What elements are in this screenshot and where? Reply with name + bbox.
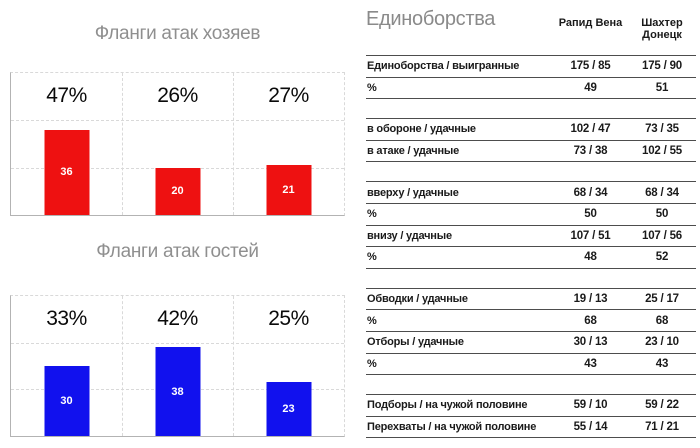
value-shakhtar-donetsk: 68 / 34 bbox=[645, 186, 679, 199]
table-group: Подборы / на чужой половине 59 / 10 59 / 2… bbox=[366, 394, 696, 439]
table-row: % 43 43 bbox=[366, 354, 696, 376]
value-shakhtar-donetsk: 52 bbox=[655, 251, 669, 264]
table-row: Перехваты / на чужой половине 55 / 14 71 /… bbox=[366, 417, 696, 439]
value-shakhtar-donetsk: 68 bbox=[655, 314, 669, 327]
row-label: % bbox=[367, 208, 377, 221]
chart-bar: 23 bbox=[266, 382, 311, 436]
chart-column: 47% 36 bbox=[11, 73, 122, 215]
value-rapid-vena: 59 / 10 bbox=[573, 399, 608, 412]
value-shakhtar-donetsk: 102 / 55 bbox=[642, 145, 682, 158]
value-shakhtar-donetsk: 43 bbox=[655, 357, 669, 370]
table-row: внизу / удачные 107 / 51 107 / 56 bbox=[366, 226, 696, 248]
value-shakhtar-donetsk: 73 / 35 bbox=[645, 123, 679, 136]
chart-bar: 36 bbox=[44, 129, 89, 215]
chart-away-flanks: Фланги атак гостей 33% 30 42% 38 25% 23 bbox=[0, 224, 360, 448]
value-shakhtar-donetsk: 50 bbox=[655, 208, 669, 221]
bar-value-label: 23 bbox=[282, 403, 295, 416]
table-row: Обводки / удачные 19 / 13 25 / 17 bbox=[366, 289, 696, 311]
chart-column: 26% 20 bbox=[122, 73, 233, 215]
value-rapid-vena: 175 / 85 bbox=[570, 60, 611, 73]
chart-title-away: Фланги атак гостей bbox=[96, 241, 259, 262]
bar-value-label: 30 bbox=[60, 395, 73, 407]
chart-bar: 30 bbox=[44, 366, 89, 436]
value-rapid-vena: 68 bbox=[584, 314, 597, 327]
row-label: Отборы / удачные bbox=[367, 336, 464, 349]
value-rapid-vena: 30 / 13 bbox=[573, 336, 608, 349]
row-label: Подборы / на чужой половине bbox=[367, 399, 528, 412]
row-label: Единоборства / выигранные bbox=[367, 60, 520, 73]
value-shakhtar-donetsk: 59 / 22 bbox=[645, 399, 679, 412]
duels-table-panel: Единоборства Рапид Вена Шахтер Донецк Ед… bbox=[366, 8, 696, 439]
row-label: % bbox=[367, 357, 377, 370]
table-row: Подборы / на чужой половине 59 / 10 59 / 2… bbox=[366, 395, 696, 417]
value-shakhtar-donetsk: 51 bbox=[655, 81, 669, 94]
bar-value-label: 21 bbox=[282, 184, 295, 197]
value-rapid-vena: 68 / 34 bbox=[573, 186, 608, 199]
value-rapid-vena: 102 / 47 bbox=[570, 123, 611, 136]
value-rapid-vena: 43 bbox=[584, 357, 597, 370]
percent-label: 26% bbox=[157, 84, 198, 107]
value-rapid-vena: 50 bbox=[584, 208, 597, 221]
table-group: вверху / удачные 68 / 34 68 / 34% 50 50 внизу… bbox=[366, 181, 696, 269]
table-row: в атаке / удачные 73 / 38 102 / 55 bbox=[366, 141, 696, 163]
chart-plot-area-home: 47% 36 26% 20 27% 21 bbox=[10, 72, 345, 216]
value-rapid-vena: 49 bbox=[584, 81, 597, 94]
table-group: Обводки / удачные 19 / 13 25 / 17% 68 68 Отбо… bbox=[366, 287, 696, 376]
table-row: вверху / удачные 68 / 34 68 / 34 bbox=[366, 182, 696, 204]
value-shakhtar-donetsk: 175 / 90 bbox=[642, 60, 682, 73]
table-row: Отборы / удачные 30 / 13 23 / 10 bbox=[366, 332, 696, 354]
table-row: % 49 51 bbox=[366, 78, 696, 100]
bar-value-label: 38 bbox=[171, 385, 184, 398]
value-shakhtar-donetsk: 71 / 21 bbox=[645, 421, 679, 434]
row-label: в обороне / удачные bbox=[367, 123, 476, 136]
table-header: Единоборства Рапид Вена Шахтер Донецк bbox=[366, 8, 696, 55]
value-rapid-vena: 48 bbox=[584, 251, 597, 264]
percent-label: 25% bbox=[268, 307, 309, 330]
table-row: % 48 52 bbox=[366, 247, 696, 269]
row-label: Перехваты / на чужой половине bbox=[367, 421, 537, 434]
flank-charts-panel: Фланги атак хозяев 47% 36 26% 20 27% 21 Фланг… bbox=[0, 0, 360, 448]
table-group: Единоборства / выигранные 175 / 85 175 / 9… bbox=[366, 55, 696, 100]
value-shakhtar-donetsk: 25 / 17 bbox=[645, 293, 679, 306]
chart-column: 27% 21 bbox=[233, 73, 344, 215]
bar-value-label: 36 bbox=[60, 166, 73, 179]
row-label: % bbox=[367, 251, 377, 264]
percent-label: 42% bbox=[157, 307, 198, 330]
chart-bar: 20 bbox=[155, 167, 200, 215]
table-body: Единоборства / выигранные 175 / 85 175 / 9… bbox=[366, 55, 696, 439]
bar-value-label: 20 bbox=[171, 185, 184, 198]
chart-home-flanks: Фланги атак хозяев 47% 36 26% 20 27% 21 bbox=[0, 0, 360, 224]
value-shakhtar-donetsk: 107 / 56 bbox=[642, 229, 682, 242]
value-rapid-vena: 107 / 51 bbox=[570, 229, 611, 242]
value-shakhtar-donetsk: 23 / 10 bbox=[645, 336, 679, 349]
table-row: % 50 50 bbox=[366, 204, 696, 226]
table-row: в обороне / удачные 102 / 47 73 / 35 bbox=[366, 119, 696, 141]
row-label: вверху / удачные bbox=[367, 186, 459, 199]
row-label: Обводки / удачные bbox=[367, 293, 468, 306]
chart-bar: 21 bbox=[266, 165, 311, 215]
chart-bar: 38 bbox=[155, 347, 200, 436]
percent-label: 33% bbox=[46, 307, 87, 330]
table-title: Единоборства bbox=[366, 8, 496, 30]
chart-column: 25% 23 bbox=[233, 296, 344, 436]
row-label: в атаке / удачные bbox=[367, 145, 460, 158]
chart-plot-area-away: 33% 30 42% 38 25% 23 bbox=[10, 295, 345, 437]
percent-label: 47% bbox=[46, 84, 87, 107]
percent-label: 27% bbox=[268, 84, 309, 107]
table-row: Единоборства / выигранные 175 / 85 175 / 9… bbox=[366, 56, 696, 78]
chart-column: 33% 30 bbox=[11, 296, 122, 436]
value-rapid-vena: 19 / 13 bbox=[573, 293, 608, 306]
chart-column: 42% 38 bbox=[122, 296, 233, 436]
value-rapid-vena: 55 / 14 bbox=[573, 421, 608, 434]
value-rapid-vena: 73 / 38 bbox=[573, 145, 608, 158]
column-header-rapid-vena: Рапид Вена bbox=[558, 17, 623, 29]
table-row: % 68 68 bbox=[366, 310, 696, 332]
row-label: внизу / удачные bbox=[367, 229, 452, 242]
column-header-shakhtar-donetsk: Шахтер Донецк bbox=[641, 17, 683, 41]
row-label: % bbox=[367, 314, 377, 327]
table-group: в обороне / удачные 102 / 47 73 / 35 в атак… bbox=[366, 118, 696, 163]
chart-title-home: Фланги атак хозяев bbox=[94, 23, 261, 44]
row-label: % bbox=[367, 81, 377, 94]
